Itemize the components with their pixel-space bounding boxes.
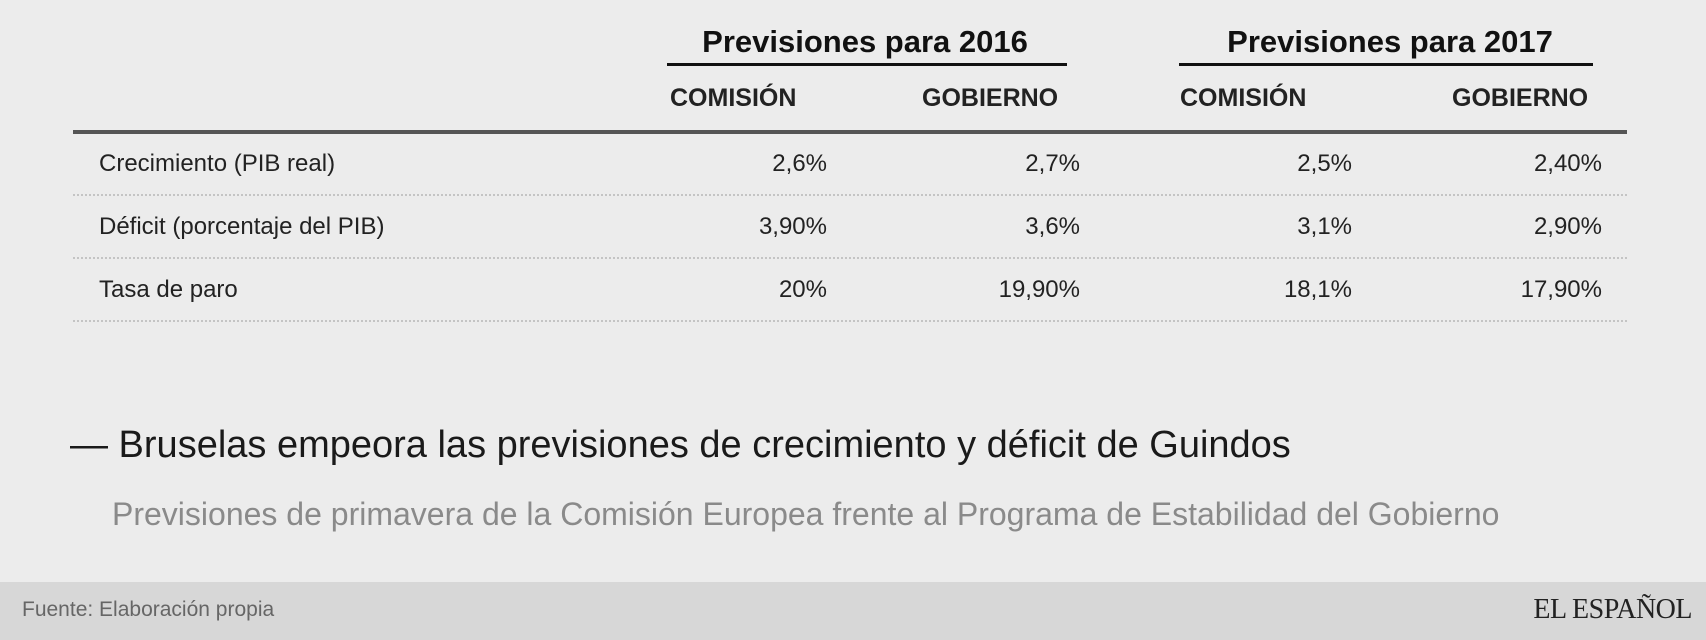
value-cell: 2,5% [1297, 150, 1352, 177]
chart-subtitle: Previsiones de primavera de la Comisión … [112, 496, 1500, 532]
value-cell: 19,90% [998, 276, 1080, 303]
value-cell: 3,6% [1025, 213, 1080, 240]
group-title-2017: Previsiones para 2017 [1227, 24, 1553, 59]
table-row: Déficit (porcentaje del PIB) 3,90% 3,6% … [73, 197, 1627, 259]
chart-title: — Bruselas empeora las previsiones de cr… [70, 424, 1291, 466]
group-rule-2017 [1179, 63, 1593, 66]
group-rule-2016 [667, 63, 1067, 66]
table-row: Tasa de paro 20% 19,90% 18,1% 17,90% [73, 260, 1627, 322]
value-cell: 2,90% [1533, 213, 1602, 240]
column-header-gobierno-2016: GOBIERNO [922, 84, 1059, 112]
value-cell: 3,90% [758, 213, 827, 240]
column-header-comision-2016: COMISIÓN [670, 84, 797, 112]
value-cell: 18,1% [1283, 276, 1352, 303]
value-cell: 2,6% [772, 150, 827, 177]
row-divider [73, 194, 1627, 196]
footer-bar: Fuente: Elaboración propia EL ESPAÑOL [0, 582, 1706, 640]
table-row: Crecimiento (PIB real) 2,6% 2,7% 2,5% 2,… [73, 134, 1627, 196]
row-divider [73, 320, 1627, 322]
row-label: Déficit (porcentaje del PIB) [99, 213, 385, 240]
value-cell: 2,7% [1025, 150, 1080, 177]
row-label: Crecimiento (PIB real) [99, 150, 336, 177]
value-cell: 2,40% [1533, 150, 1602, 177]
value-cell: 3,1% [1297, 213, 1352, 240]
value-cell: 17,90% [1520, 276, 1602, 303]
value-cell: 20% [778, 276, 827, 303]
row-label: Tasa de paro [99, 276, 238, 303]
forecast-table: Previsiones para 2016 Previsiones para 2… [73, 0, 1627, 330]
group-title-2016: Previsiones para 2016 [702, 24, 1028, 59]
column-header-comision-2017: COMISIÓN [1180, 84, 1307, 112]
row-divider [73, 257, 1627, 259]
source-note: Fuente: Elaboración propia [22, 598, 275, 621]
column-header-gobierno-2017: GOBIERNO [1452, 84, 1589, 112]
header-rule [73, 130, 1627, 134]
brand-logo: EL ESPAÑOL [1533, 594, 1692, 625]
